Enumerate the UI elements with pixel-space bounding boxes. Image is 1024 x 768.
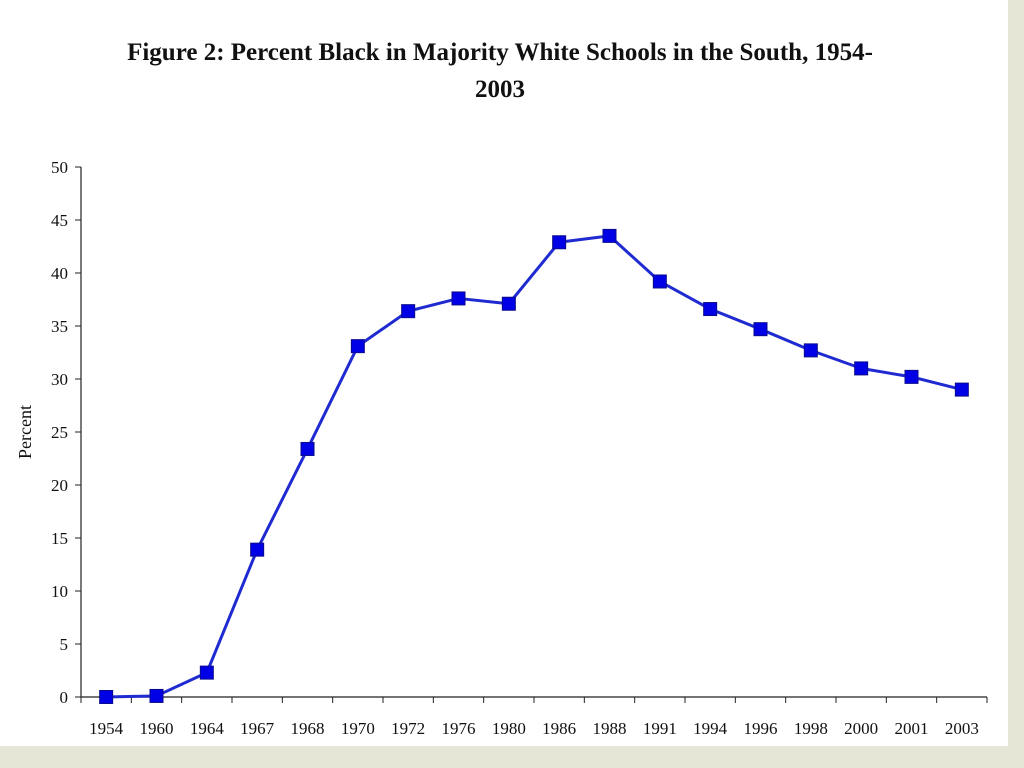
- data-point-marker: [501, 296, 516, 311]
- data-point-marker: [401, 304, 416, 319]
- chart-title-line-2: 2003: [475, 76, 525, 103]
- x-tick-label: 1991: [643, 719, 677, 738]
- y-tick-label: 50: [51, 158, 68, 177]
- y-tick-label: 35: [51, 317, 68, 336]
- y-tick-label: 40: [51, 264, 68, 283]
- y-tick-label: 0: [60, 688, 69, 707]
- x-tick-label: 1970: [341, 719, 375, 738]
- data-point-marker: [652, 274, 667, 289]
- x-tick-label: 2000: [844, 719, 878, 738]
- data-point-marker: [753, 322, 768, 337]
- data-point-marker: [854, 361, 869, 376]
- x-tick-label: 1986: [542, 719, 576, 738]
- data-point-marker: [350, 339, 365, 354]
- x-tick-label: 1954: [89, 719, 124, 738]
- x-tick-label: 1964: [190, 719, 225, 738]
- chart-title-line-1: Figure 2: Percent Black in Majority Whit…: [127, 39, 873, 66]
- x-tick-label: 1988: [593, 719, 627, 738]
- y-tick-label: 5: [60, 635, 69, 654]
- data-point-marker: [300, 441, 315, 456]
- x-tick-label: 1998: [794, 719, 828, 738]
- x-tick-label: 1994: [693, 719, 728, 738]
- x-axis: 1954 1960 1964 1967 1968 1970 1972 1976 1980 1986…: [80, 696, 988, 738]
- data-point-marker: [250, 542, 265, 557]
- data-point-marker: [149, 688, 164, 703]
- x-tick-label: 1968: [291, 719, 325, 738]
- x-tick-label: 2003: [945, 719, 979, 738]
- y-tick-label: 45: [51, 211, 68, 230]
- x-tick-label: 1960: [140, 719, 174, 738]
- x-tick-label: 1996: [744, 719, 778, 738]
- data-point-marker: [954, 382, 969, 397]
- series-line: [106, 234, 963, 699]
- data-point-marker: [803, 343, 818, 358]
- y-tick-label: 25: [51, 423, 68, 442]
- data-point-marker: [602, 228, 617, 243]
- data-point-marker: [552, 235, 567, 250]
- x-tick-label: 1976: [442, 719, 476, 738]
- data-point-marker: [99, 689, 114, 704]
- y-tick-label: 20: [51, 476, 68, 495]
- y-axis: 0 5 10 15 20 25 30 35 40 45 50: [51, 158, 82, 707]
- chart-title: Figure 2: Percent Black in Majority Whit…: [60, 34, 940, 108]
- data-point-marker: [703, 302, 718, 317]
- y-tick-label: 15: [51, 529, 68, 548]
- series-group: [99, 228, 969, 704]
- data-point-marker: [451, 291, 466, 306]
- y-tick-label: 30: [51, 370, 68, 389]
- x-tick-label: 1972: [391, 719, 425, 738]
- x-tick-label: 2001: [895, 719, 929, 738]
- y-tick-label: 10: [51, 582, 68, 601]
- y-axis-label: Percent: [15, 405, 35, 459]
- x-tick-label: 1980: [492, 719, 526, 738]
- slide-background: Figure 2: Percent Black in Majority Whit…: [0, 0, 1008, 746]
- data-point-marker: [199, 665, 214, 680]
- x-tick-label: 1967: [240, 719, 275, 738]
- data-point-marker: [904, 369, 919, 384]
